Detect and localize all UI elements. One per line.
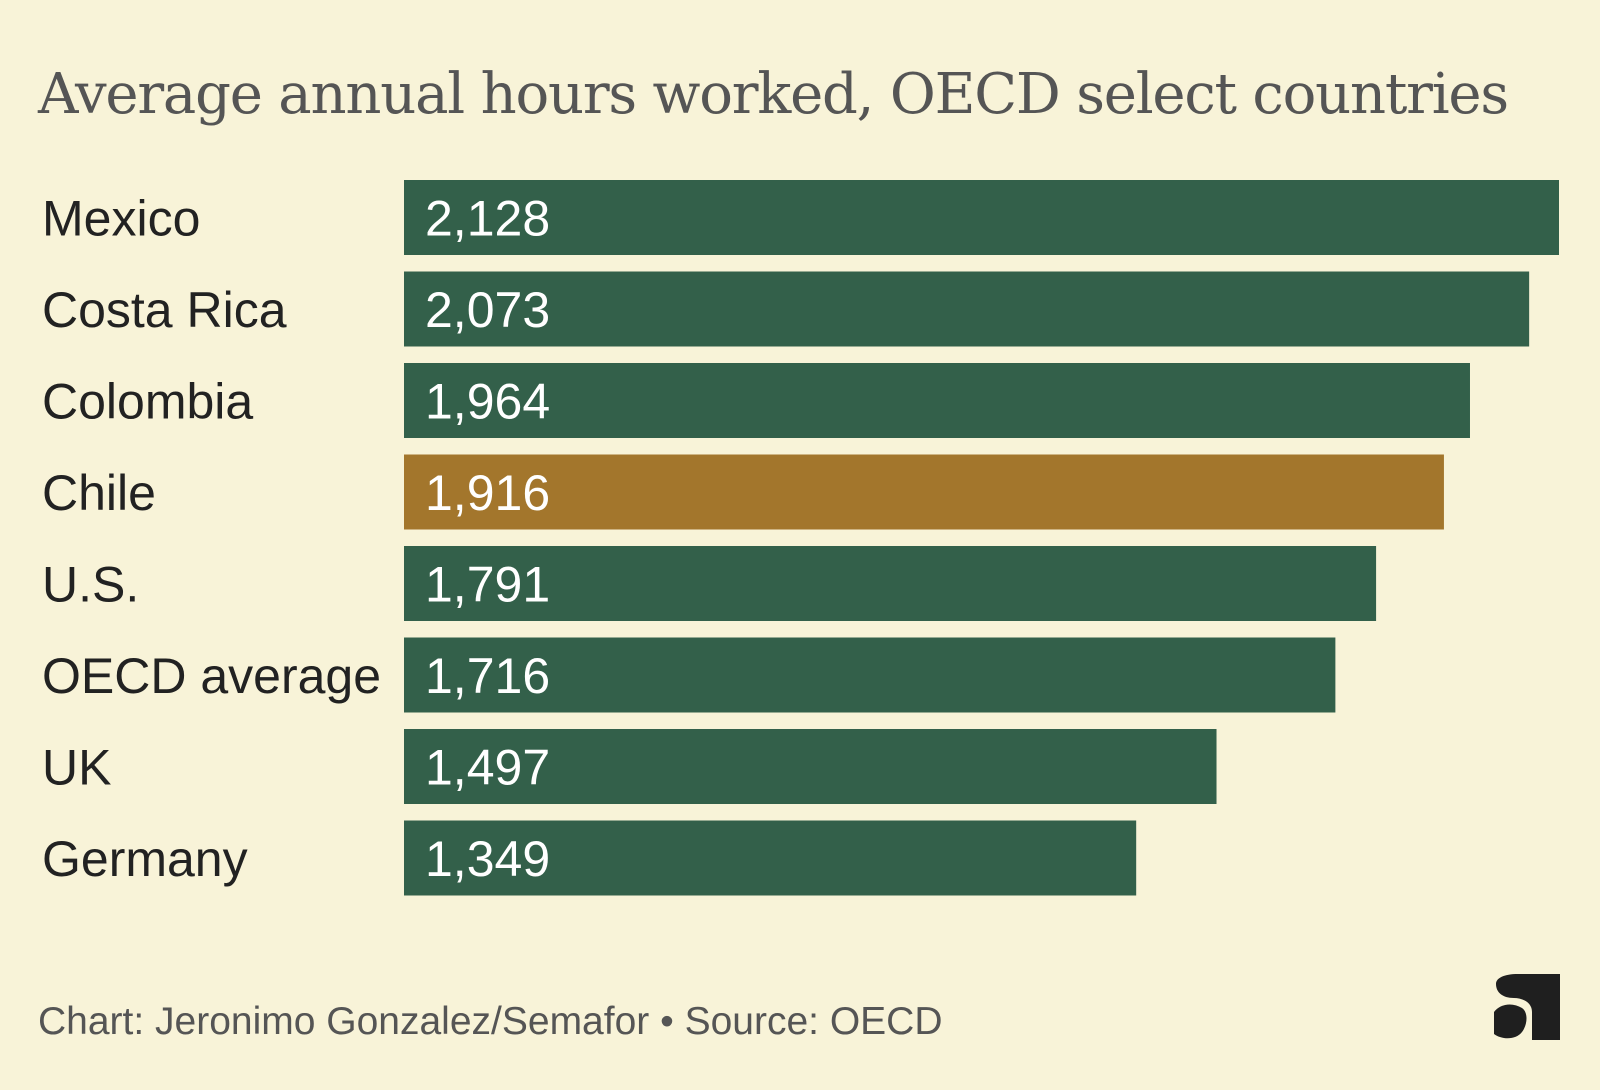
- category-label-uk: UK: [42, 740, 111, 796]
- bar-mexico: [404, 180, 1559, 255]
- category-label-germany: Germany: [42, 831, 248, 887]
- category-label-mexico: Mexico: [42, 191, 200, 247]
- bar-costa-rica: [404, 271, 1530, 347]
- chart-credit: Chart: Jeronimo Gonzalez/Semafor • Sourc…: [38, 1000, 943, 1043]
- bar-chart: Mexico 2,128 Costa Rica 2,073 Colombia 1,964 C…: [42, 180, 1559, 896]
- category-label-chile: Chile: [42, 465, 156, 521]
- bar-colombia: [404, 363, 1470, 438]
- value-label-costa-rica: 2,073: [425, 282, 550, 338]
- category-label-colombia: Colombia: [42, 374, 253, 430]
- value-label-colombia: 1,964: [425, 374, 550, 430]
- value-label-oecd-average: 1,716: [425, 648, 550, 704]
- category-label-costa-rica: Costa Rica: [42, 282, 287, 338]
- bar-chile: [404, 454, 1444, 530]
- chart-title: Average annual hours worked, OECD select…: [38, 62, 1509, 127]
- bar-germany: [404, 820, 1137, 896]
- value-label-u-s: 1,791: [425, 557, 550, 613]
- category-label-oecd-average: OECD average: [42, 648, 381, 704]
- category-label-u-s: U.S.: [42, 557, 139, 613]
- semafor-logo-icon: [1492, 972, 1562, 1042]
- bar-oecd-average: [404, 637, 1336, 713]
- bar-uk: [404, 729, 1217, 804]
- value-label-germany: 1,349: [425, 831, 550, 887]
- value-label-chile: 1,916: [425, 465, 550, 521]
- bar-u-s: [404, 546, 1377, 621]
- value-label-mexico: 2,128: [425, 191, 550, 247]
- value-label-uk: 1,497: [425, 740, 550, 796]
